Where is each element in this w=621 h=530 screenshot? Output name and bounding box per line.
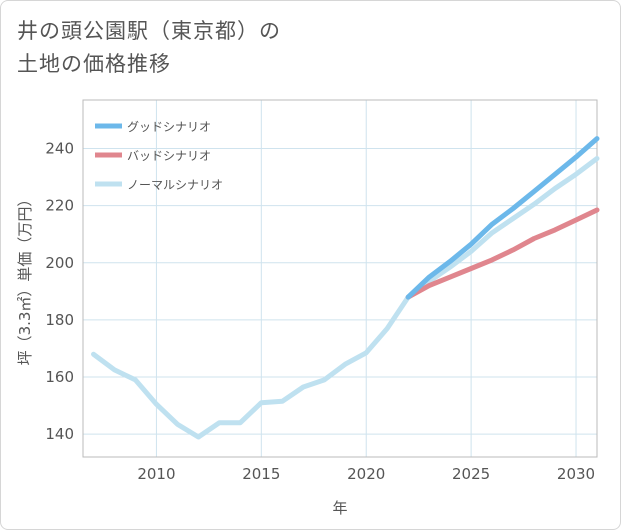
y-axis-ticks: 140 160 180 200 220 240 — [45, 140, 74, 444]
legend-label-2: ノーマルシナリオ — [127, 178, 223, 192]
y-tick-label-140: 140 — [45, 425, 74, 443]
x-tick-label-2020: 2020 — [347, 465, 385, 483]
x-axis-title: 年 — [332, 499, 347, 517]
plot-area-border — [82, 99, 598, 458]
x-tick-label-2025: 2025 — [452, 465, 490, 483]
x-tick-label-2010: 2010 — [137, 465, 175, 483]
x-tick-label-2015: 2015 — [242, 465, 280, 483]
y-tick-label-240: 240 — [45, 140, 74, 158]
x-tick-label-2030: 2030 — [557, 465, 595, 483]
chart-title-line-1: 井の頭公園駅（東京都）の — [17, 19, 281, 43]
chart-title: 井の頭公園駅（東京都）の 土地の価格推移 — [17, 15, 281, 81]
chart-title-line-2: 土地の価格推移 — [17, 52, 171, 76]
series-line-2 — [91, 156, 600, 440]
y-axis-title: 坪（3.3㎡）単価（万円） — [16, 192, 34, 366]
legend-label-0: グッドシナリオ — [127, 120, 211, 134]
y-tick-label-200: 200 — [45, 254, 74, 272]
x-axis-ticks: 2010 2015 2020 2025 2030 — [137, 465, 595, 483]
grid-lines — [83, 100, 597, 457]
series-layer — [91, 136, 600, 440]
y-tick-label-160: 160 — [45, 368, 74, 386]
series-line-1 — [405, 207, 600, 300]
legend-label-1: バッドシナリオ — [127, 149, 211, 163]
y-tick-label-220: 220 — [45, 197, 74, 215]
series-line-0 — [405, 136, 600, 300]
y-tick-label-180: 180 — [45, 311, 74, 329]
